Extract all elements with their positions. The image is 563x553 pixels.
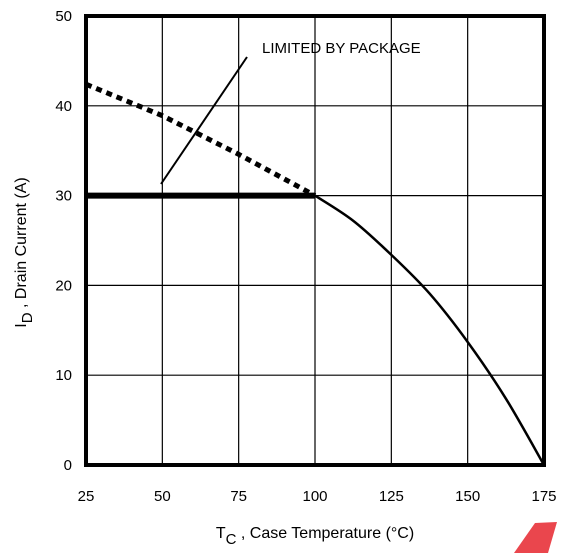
x-axis-label-main: T [216,525,226,542]
y-tick-labels: 0 10 20 30 40 50 [55,8,72,474]
series-layer [85,81,546,466]
x-axis-label-rest: , Case Temperature (°C) [236,525,414,542]
x-axis-label-subscript: C [226,531,237,548]
y-axis-label-main: I [13,323,30,327]
x-tick-label-150: 150 [455,488,480,505]
x-tick-labels: 25 50 75 100 125 150 175 [78,488,557,505]
x-axis-label: TC , Case Temperature (°C) [216,525,414,548]
y-axis-label-subscript: D [19,312,36,323]
series-line-3 [314,194,546,466]
red-watermark-mark [514,522,557,553]
y-axis-label-rest: , Drain Current (A) [13,177,30,312]
y-tick-label-30: 30 [55,188,72,205]
annotation-leader-line [160,56,248,185]
x-tick-label-175: 175 [531,488,556,505]
x-tick-label-75: 75 [230,488,247,505]
annotation-limited-by-package: LIMITED BY PACKAGE [262,40,421,57]
x-tick-label-125: 125 [379,488,404,505]
y-tick-label-0: 0 [64,457,72,474]
y-axis-label: ID , Drain Current (A) [13,177,36,327]
grid-lines [86,16,544,465]
x-tick-label-100: 100 [302,488,327,505]
x-tick-label-25: 25 [78,488,95,505]
y-tick-label-40: 40 [55,98,72,115]
y-tick-label-10: 10 [55,367,72,384]
x-tick-label-50: 50 [154,488,171,505]
plot-frame [84,14,546,467]
y-tick-label-50: 50 [55,8,72,25]
series-line-2 [85,81,317,198]
y-tick-label-20: 20 [55,277,72,294]
